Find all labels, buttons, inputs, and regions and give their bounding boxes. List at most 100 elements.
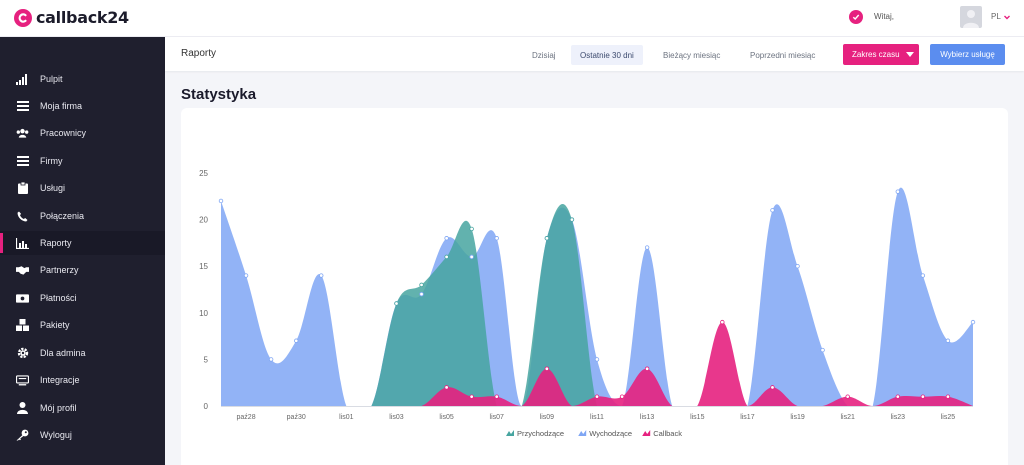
- sidebar-item-moja-firma[interactable]: Moja firma: [0, 94, 165, 118]
- data-point: [920, 273, 926, 278]
- y-tick-label: 15: [199, 262, 208, 271]
- page-title: Raporty: [181, 48, 217, 59]
- page-header: Raporty Dzisiaj Ostatnie 30 dni Bieżący …: [165, 37, 1024, 71]
- data-point: [469, 226, 474, 232]
- sidebar-item-label: Integracje: [40, 375, 80, 385]
- sidebar-item-label: Dla admina: [40, 348, 86, 358]
- range-tab-today[interactable]: Dzisiaj: [532, 50, 556, 60]
- custom-range-label: Zakres czasu: [852, 50, 900, 59]
- language-label: PL: [991, 12, 1001, 21]
- key-icon: [16, 429, 29, 442]
- sidebar-item-label: Wyloguj: [40, 430, 72, 440]
- sidebar-item-label: Moja firma: [40, 101, 83, 111]
- x-tick-label: lis09: [540, 414, 555, 421]
- data-point: [945, 338, 951, 343]
- data-point: [419, 291, 424, 297]
- legend-label: Przychodzące: [517, 429, 564, 438]
- x-tick-label: lis19: [790, 414, 805, 421]
- sidebar-item-pracownicy[interactable]: Pracownicy: [0, 121, 165, 145]
- data-point: [770, 385, 775, 390]
- data-point: [394, 301, 399, 306]
- data-point: [594, 357, 600, 362]
- data-point: [720, 319, 725, 325]
- sidebar-item-dla-admina[interactable]: Dla admina: [0, 341, 165, 365]
- choose-service-button[interactable]: Wybierz usługę: [930, 44, 1005, 65]
- sidebar-item-label: Mój profil: [40, 403, 77, 413]
- data-point: [970, 319, 976, 325]
- data-point: [494, 394, 499, 399]
- x-tick-label: lis15: [690, 414, 705, 421]
- choose-service-label: Wybierz usługę: [940, 50, 995, 59]
- custom-range-button[interactable]: Zakres czasu: [843, 44, 919, 65]
- x-tick-label: lis07: [490, 414, 505, 421]
- x-tick-label: lis23: [891, 414, 906, 421]
- top-bar: callback24 Witaj, PL: [0, 0, 1024, 37]
- sidebar-item-wyloguj[interactable]: Wyloguj: [0, 423, 165, 447]
- sidebar-item-label: Raporty: [40, 238, 72, 248]
- avatar[interactable]: [960, 6, 982, 28]
- legend-swatch: [506, 430, 514, 436]
- data-point: [619, 394, 625, 399]
- x-tick-label: lis03: [389, 414, 404, 421]
- data-point: [644, 245, 650, 250]
- data-point: [469, 254, 474, 260]
- sidebar-item-moj-profil[interactable]: Mój profil: [0, 396, 165, 420]
- phone-icon: [16, 210, 29, 223]
- sidebar-item-label: Płatności: [40, 293, 77, 303]
- data-point: [820, 347, 825, 353]
- sidebar-item-raporty[interactable]: Raporty: [0, 231, 165, 255]
- sidebar-item-uslugi[interactable]: Usługi: [0, 176, 165, 200]
- data-point: [319, 273, 324, 278]
- data-point: [444, 385, 449, 390]
- x-tick-label: lis11: [590, 414, 604, 421]
- logo[interactable]: callback24: [14, 8, 129, 27]
- sidebar-item-platnosci[interactable]: Płatności: [0, 286, 165, 310]
- x-tick-label: lis17: [740, 414, 755, 421]
- sidebar-item-pulpit[interactable]: Pulpit: [0, 67, 165, 91]
- sidebar-item-pakiety[interactable]: Pakiety: [0, 313, 165, 337]
- sidebar-item-label: Pracownicy: [40, 128, 87, 138]
- caret-down-icon: [906, 52, 914, 57]
- data-point: [444, 254, 449, 260]
- sidebar-item-firmy[interactable]: Firmy: [0, 149, 165, 173]
- data-point: [243, 273, 249, 278]
- sidebar-item-label: Usługi: [40, 183, 66, 193]
- data-point: [293, 338, 299, 343]
- legend-label: Callback: [653, 429, 682, 438]
- chevron-down-icon: [1003, 15, 1010, 19]
- statistics-card: 0 5 10 15 20 25 paź28 paź30 lis01 lis03 lis05 lis07…: [181, 108, 1008, 465]
- y-tick-label: 20: [199, 216, 208, 225]
- data-point: [644, 366, 650, 371]
- data-point: [444, 236, 449, 241]
- keyboard-icon: [16, 374, 29, 387]
- data-point: [218, 198, 224, 204]
- data-point: [544, 366, 550, 371]
- statistics-chart: 0 5 10 15 20 25 paź28 paź30 lis01 lis03 lis05 lis07…: [199, 169, 976, 438]
- sidebar-item-partnerzy[interactable]: Partnerzy: [0, 258, 165, 282]
- boxes-icon: [16, 319, 29, 332]
- y-tick-label: 0: [204, 402, 209, 411]
- sidebar-item-polaczenia[interactable]: Połączenia: [0, 204, 165, 228]
- x-tick-label: paź30: [287, 414, 306, 421]
- range-tab-current-month[interactable]: Bieżący miesiąc: [663, 50, 721, 60]
- sidebar: Pulpit Moja firma Pracownicy Firmy Usług…: [0, 37, 165, 465]
- signal-bars-icon: [16, 73, 29, 86]
- section-title: Statystyka: [181, 86, 257, 103]
- sidebar-item-integracje[interactable]: Integracje: [0, 368, 165, 392]
- x-tick-label: lis05: [439, 414, 454, 421]
- x-tick-label: lis01: [339, 414, 354, 421]
- language-selector[interactable]: PL: [991, 12, 1011, 21]
- data-point: [770, 208, 775, 213]
- users-icon: [16, 127, 29, 140]
- y-tick-label: 5: [204, 355, 209, 364]
- sidebar-item-label: Pulpit: [40, 74, 63, 84]
- data-point: [895, 394, 900, 399]
- data-point: [419, 282, 424, 288]
- y-tick-label: 10: [199, 309, 208, 318]
- range-tab-last-30-days[interactable]: Ostatnie 30 dni: [571, 45, 643, 65]
- list-icon: [16, 155, 29, 168]
- sidebar-item-label: Pakiety: [40, 320, 70, 330]
- range-tab-previous-month[interactable]: Poprzedni miesiąc: [750, 50, 816, 60]
- legend-label: Wychodzące: [589, 429, 632, 438]
- logo-icon: [14, 8, 32, 27]
